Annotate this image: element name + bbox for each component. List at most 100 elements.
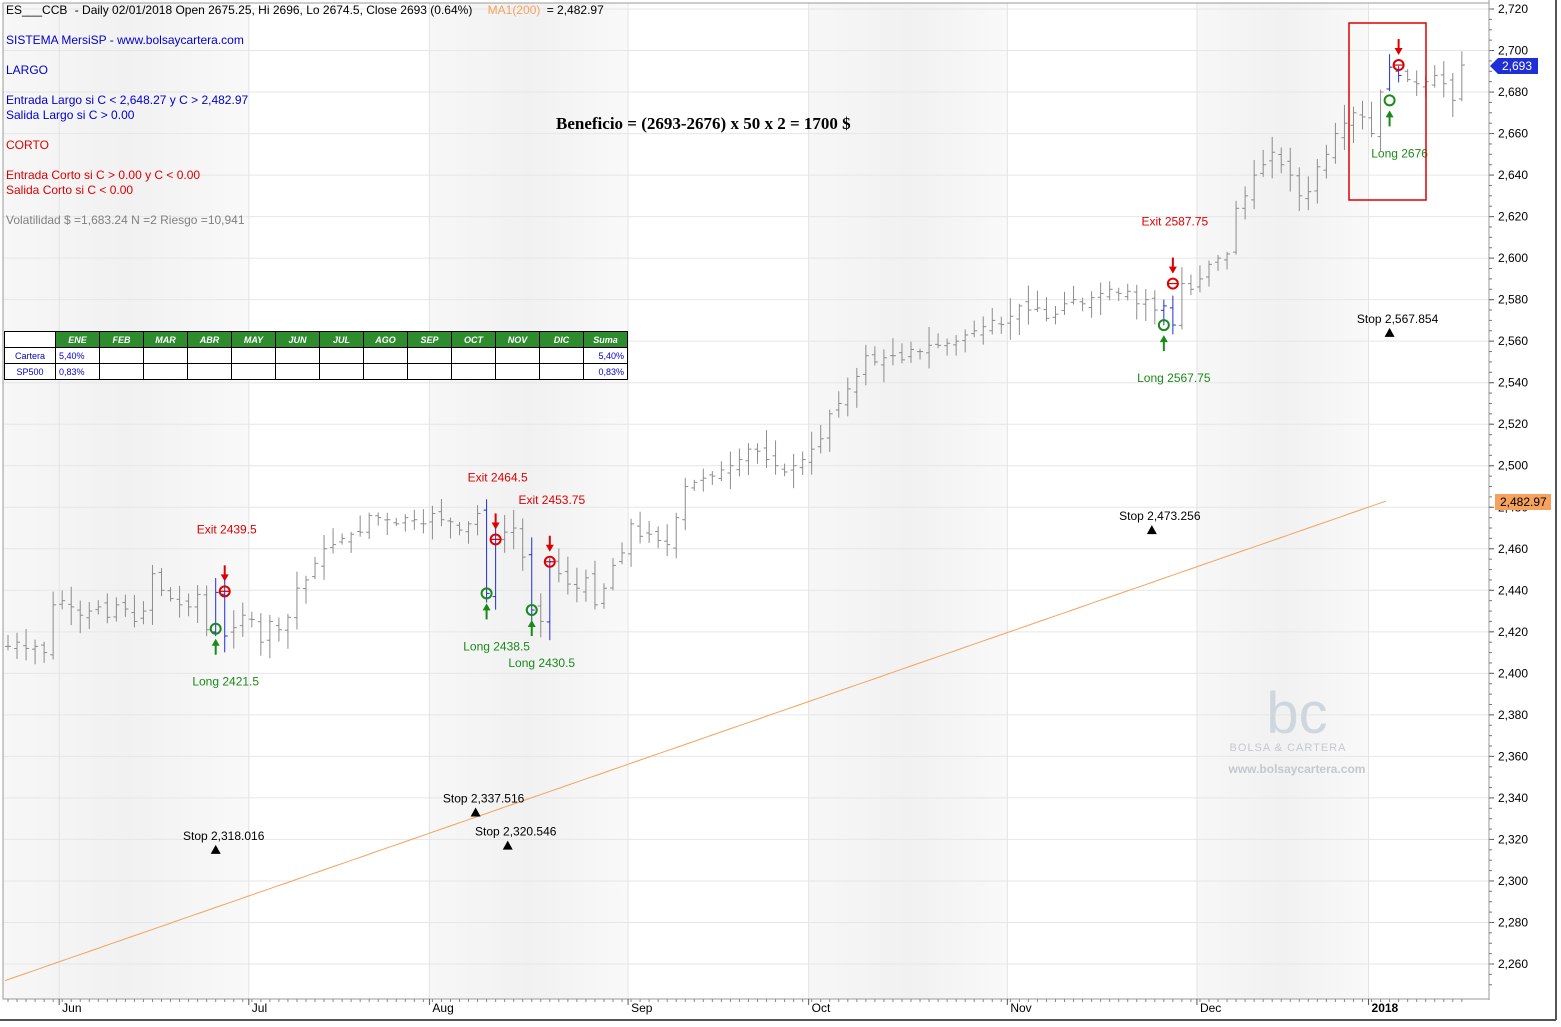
ohlc-bar bbox=[420, 509, 427, 534]
ohlc-bar bbox=[393, 517, 400, 526]
long-signal: Long 2421.5 bbox=[192, 622, 259, 689]
y-tick-label: 2,280 bbox=[1498, 915, 1528, 929]
stop-label: Stop 2,337.516 bbox=[443, 791, 525, 805]
stop-marker: Stop 2,337.516 bbox=[443, 791, 525, 817]
y-tick-label: 2,720 bbox=[1498, 2, 1528, 16]
gridlines bbox=[3, 3, 1489, 999]
ohlc-bar bbox=[456, 522, 463, 536]
ohlc-bar bbox=[935, 333, 942, 349]
y-tick-label: 2,260 bbox=[1498, 957, 1528, 971]
ohlc-bar bbox=[384, 512, 391, 536]
watermark-logo: bc bbox=[1266, 681, 1327, 746]
ohlc-bar bbox=[465, 521, 472, 544]
ma-price-value: 2,482.97 bbox=[1500, 495, 1547, 509]
ohlc-bar bbox=[149, 564, 156, 625]
entrada-corto: Entrada Corto si C > 0.00 y C < 0.00 bbox=[6, 168, 200, 182]
ohlc-bar bbox=[790, 453, 797, 489]
table-row-label: Cartera bbox=[4, 347, 56, 364]
ohlc-bar bbox=[1151, 290, 1158, 325]
stop-label: Stop 2,473.256 bbox=[1119, 509, 1201, 523]
ohlc-bar bbox=[1359, 100, 1366, 130]
ohlc-bar bbox=[501, 515, 508, 553]
table-cell bbox=[143, 347, 188, 364]
ohlc-bar bbox=[555, 548, 562, 583]
y-tick-label: 2,320 bbox=[1498, 832, 1528, 846]
ohlc-bar bbox=[257, 613, 264, 656]
y-tick-label: 2,360 bbox=[1498, 749, 1528, 763]
table-header-may: MAY bbox=[231, 331, 276, 348]
table-cell bbox=[275, 363, 320, 380]
ohlc-bar bbox=[718, 461, 725, 482]
stop-label: Stop 2,318.016 bbox=[183, 829, 265, 843]
ohlc-bar bbox=[1404, 68, 1411, 83]
ohlc-bar bbox=[321, 534, 328, 580]
x-tick-label: Oct bbox=[812, 1001, 831, 1015]
last-price-value: 2,693 bbox=[1502, 59, 1532, 73]
ohlc-bar bbox=[366, 512, 373, 539]
ohlc-bar bbox=[474, 505, 481, 536]
ohlc-bar bbox=[1205, 260, 1212, 287]
y-tick-label: 2,420 bbox=[1498, 625, 1528, 639]
ohlc-bar bbox=[176, 585, 183, 618]
y-tick-label: 2,700 bbox=[1498, 44, 1528, 58]
ohlc-bar bbox=[763, 430, 770, 468]
largo-heading: LARGO bbox=[6, 63, 48, 77]
ohlc-bar bbox=[1016, 303, 1023, 336]
y-tick-label: 2,440 bbox=[1498, 583, 1528, 597]
ohlc-bar bbox=[312, 556, 319, 580]
table-row-label: SP500 bbox=[4, 363, 56, 380]
long-label: Long 2567.75 bbox=[1137, 371, 1211, 385]
y-tick-label: 2,600 bbox=[1498, 251, 1528, 265]
table-cell bbox=[495, 363, 540, 380]
long-signal: Long 2676 bbox=[1371, 94, 1428, 160]
ohlc-bar bbox=[691, 479, 698, 491]
ohlc-bar bbox=[275, 617, 282, 642]
y-tick-label: 2,680 bbox=[1498, 85, 1528, 99]
ohlc-bar bbox=[1332, 122, 1339, 164]
ohlc-bar bbox=[1070, 285, 1077, 305]
table-cell: 0,83% bbox=[55, 363, 100, 380]
exit-label: Exit 2453.75 bbox=[518, 493, 585, 507]
ohlc-bar bbox=[1314, 158, 1321, 204]
ohlc-bar bbox=[1431, 65, 1438, 88]
x-tick-label: Nov bbox=[1010, 1001, 1031, 1015]
month-band bbox=[808, 3, 1008, 999]
salida-corto: Salida Corto si C < 0.00 bbox=[6, 183, 133, 197]
price-axis: 2,260 2,280 2,300 2,320 2,340 2,360 2,380 2,400… bbox=[1489, 2, 1528, 986]
table-cell bbox=[231, 347, 276, 364]
ohlc-bar bbox=[203, 585, 210, 637]
ohlc-bar bbox=[1386, 54, 1393, 92]
ohlc-bar bbox=[537, 593, 544, 638]
ohlc-bar bbox=[862, 344, 869, 386]
symbol: ES___CCB bbox=[6, 3, 67, 17]
ohlc-bar bbox=[5, 634, 11, 651]
ohlc-bar bbox=[1440, 61, 1447, 98]
stop-triangle-icon bbox=[470, 807, 481, 817]
chart-header: ES___CCB - Daily 02/01/2018 Open 2675.25… bbox=[6, 3, 604, 17]
ohlc-bar bbox=[41, 641, 48, 663]
exit-label: Exit 2464.5 bbox=[468, 470, 528, 484]
corto-heading: CORTO bbox=[6, 138, 49, 152]
long-signal: Long 2438.5 bbox=[463, 587, 530, 653]
table-header-nov: NOV bbox=[495, 331, 540, 348]
y-tick-label: 2,580 bbox=[1498, 293, 1528, 307]
ohlc-bar bbox=[1142, 288, 1149, 322]
profit-headline: Beneficio = (2693-2676) x 50 x 2 = 1700 … bbox=[556, 114, 851, 133]
y-tick-label: 2,640 bbox=[1498, 168, 1528, 182]
long-marker-circle bbox=[1157, 319, 1170, 332]
ma200-line bbox=[4, 500, 1387, 982]
table-header-jun: JUN bbox=[275, 331, 320, 348]
y-tick-label: 2,380 bbox=[1498, 708, 1528, 722]
table-cell bbox=[451, 347, 496, 364]
table-cell bbox=[539, 363, 584, 380]
ohlc-bar bbox=[140, 601, 147, 625]
y-tick-label: 2,300 bbox=[1498, 874, 1528, 888]
ohlc-bar bbox=[1395, 66, 1402, 83]
ohlc-bar bbox=[582, 569, 589, 602]
ohlc-bar bbox=[673, 512, 680, 559]
ohlc-bar bbox=[131, 595, 138, 628]
ohlc-bar bbox=[302, 575, 309, 604]
ohlc-bar bbox=[971, 320, 978, 338]
ohlc-bar bbox=[348, 531, 355, 553]
table-header-jul: JUL bbox=[319, 331, 364, 348]
